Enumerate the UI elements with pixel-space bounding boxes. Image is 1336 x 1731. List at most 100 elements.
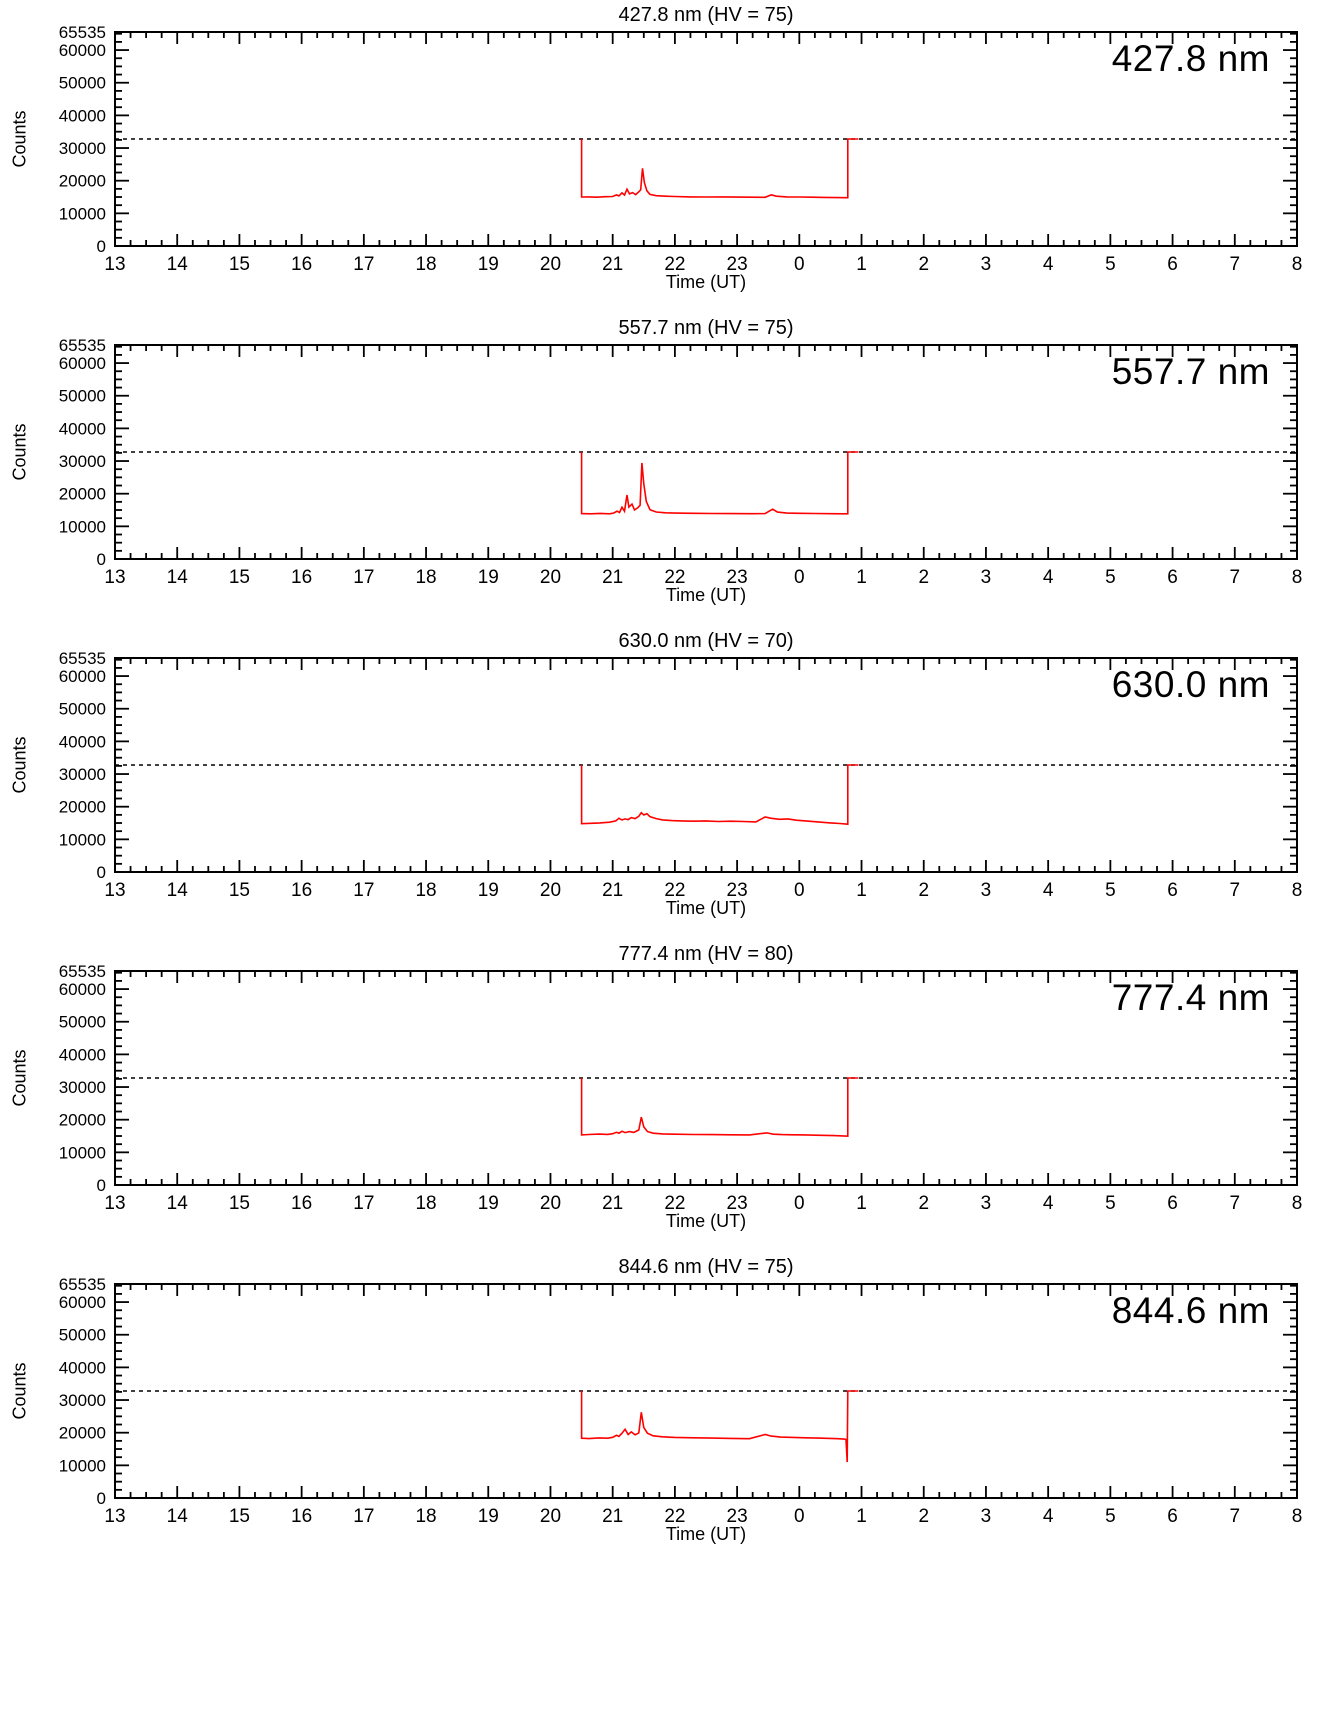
x-tick-label: 7: [1230, 254, 1241, 275]
x-tick-label: 7: [1230, 1193, 1241, 1214]
x-tick-label: 14: [167, 254, 189, 275]
x-tick-label: 18: [415, 880, 436, 901]
x-tick-label: 23: [727, 1506, 748, 1527]
x-tick-label: 1: [856, 254, 867, 275]
x-tick-label: 16: [291, 1193, 312, 1214]
y-axis-title: Counts: [9, 1362, 30, 1420]
plot-box: [114, 657, 1298, 873]
x-tick-label: 19: [478, 567, 499, 588]
y-tick-label: 60000: [59, 41, 106, 60]
y-tick-label: 50000: [59, 1013, 106, 1032]
x-tick-label: 17: [353, 880, 374, 901]
wavelength-label: 630.0 nm: [1111, 664, 1270, 705]
x-tick-label: 13: [104, 880, 125, 901]
x-tick-label: 0: [794, 880, 805, 901]
x-tick-label: 3: [981, 254, 992, 275]
chart-title: 557.7 nm (HV = 75): [618, 317, 794, 339]
chart-title: 844.6 nm (HV = 75): [618, 1256, 794, 1278]
x-tick-label: 22: [664, 567, 685, 588]
x-tick-label: 22: [664, 1506, 685, 1527]
x-axis-title: Time (UT): [665, 898, 747, 918]
x-tick-label: 13: [104, 1506, 125, 1527]
y-tick-label: 60000: [59, 354, 106, 373]
x-tick-label: 22: [664, 254, 685, 275]
x-tick-label: 2: [918, 1193, 929, 1214]
y-tick-label: 10000: [59, 830, 106, 849]
y-tick-label: 40000: [59, 419, 106, 438]
y-tick-label: 20000: [59, 172, 106, 191]
y-tick-label: 10000: [59, 204, 106, 223]
x-tick-label: 4: [1043, 254, 1054, 275]
x-tick-label: 8: [1292, 1193, 1303, 1214]
x-tick-label: 1: [856, 567, 867, 588]
x-tick-label: 4: [1043, 567, 1054, 588]
x-tick-label: 15: [229, 1193, 250, 1214]
x-tick-label: 2: [918, 567, 929, 588]
x-tick-label: 22: [664, 1193, 685, 1214]
y-tick-label: 50000: [59, 74, 106, 93]
x-tick-label: 0: [794, 1193, 805, 1214]
x-tick-label: 22: [664, 880, 685, 901]
x-tick-label: 1: [856, 880, 867, 901]
y-axis-title: Counts: [9, 110, 30, 168]
x-tick-label: 15: [229, 567, 250, 588]
x-tick-label: 15: [229, 1506, 250, 1527]
counts-series: [580, 451, 859, 515]
plot-box: [114, 1283, 1298, 1499]
x-tick-label: 2: [918, 880, 929, 901]
x-tick-label: 4: [1043, 1506, 1054, 1527]
y-tick-label: 65535: [59, 649, 106, 668]
plot-box: [114, 344, 1298, 560]
x-tick-label: 19: [478, 880, 499, 901]
x-tick-label: 20: [540, 1506, 561, 1527]
x-tick-label: 5: [1105, 880, 1116, 901]
x-tick-label: 6: [1167, 567, 1178, 588]
wavelength-label: 777.4 nm: [1111, 977, 1270, 1018]
y-tick-label: 0: [97, 237, 106, 256]
counts-series: [580, 764, 859, 826]
y-tick-label: 40000: [59, 1358, 106, 1377]
y-tick-label: 0: [97, 550, 106, 569]
y-tick-label: 30000: [59, 139, 106, 158]
plot-box: [114, 970, 1298, 1186]
x-tick-label: 19: [478, 254, 499, 275]
y-tick-label: 65535: [59, 23, 106, 42]
x-tick-label: 14: [167, 567, 189, 588]
x-tick-label: 7: [1230, 880, 1241, 901]
x-tick-label: 8: [1292, 254, 1303, 275]
y-tick-label: 10000: [59, 1456, 106, 1475]
counts-series: [580, 1390, 859, 1463]
panel-844-6nm: 0 10000 20000 30000 40000 50000 60000 65535 13 14…: [0, 1254, 1336, 1567]
x-tick-label: 14: [167, 880, 189, 901]
panel-427-8nm: 0 10000 20000 30000 40000 50000 60000 65535 13 14…: [0, 2, 1336, 315]
wavelength-label: 844.6 nm: [1111, 1290, 1270, 1331]
y-axis-title: Counts: [9, 423, 30, 481]
y-tick-label: 40000: [59, 732, 106, 751]
y-tick-label: 60000: [59, 980, 106, 999]
x-tick-label: 3: [981, 880, 992, 901]
y-tick-label: 30000: [59, 1391, 106, 1410]
x-tick-label: 16: [291, 254, 312, 275]
plot-box: [114, 31, 1298, 247]
x-tick-label: 3: [981, 1193, 992, 1214]
x-tick-label: 3: [981, 567, 992, 588]
x-tick-label: 8: [1292, 567, 1303, 588]
x-tick-label: 23: [727, 880, 748, 901]
x-tick-label: 5: [1105, 1193, 1116, 1214]
y-tick-label: 65535: [59, 962, 106, 981]
x-tick-label: 7: [1230, 1506, 1241, 1527]
y-tick-label: 20000: [59, 798, 106, 817]
x-tick-label: 13: [104, 254, 125, 275]
x-tick-label: 20: [540, 567, 561, 588]
x-tick-label: 19: [478, 1506, 499, 1527]
x-tick-label: 6: [1167, 1193, 1178, 1214]
x-axis-title: Time (UT): [665, 1211, 747, 1231]
x-tick-label: 8: [1292, 880, 1303, 901]
x-tick-label: 0: [794, 254, 805, 275]
x-tick-label: 14: [167, 1506, 189, 1527]
x-tick-label: 18: [415, 567, 436, 588]
x-tick-label: 4: [1043, 1193, 1054, 1214]
